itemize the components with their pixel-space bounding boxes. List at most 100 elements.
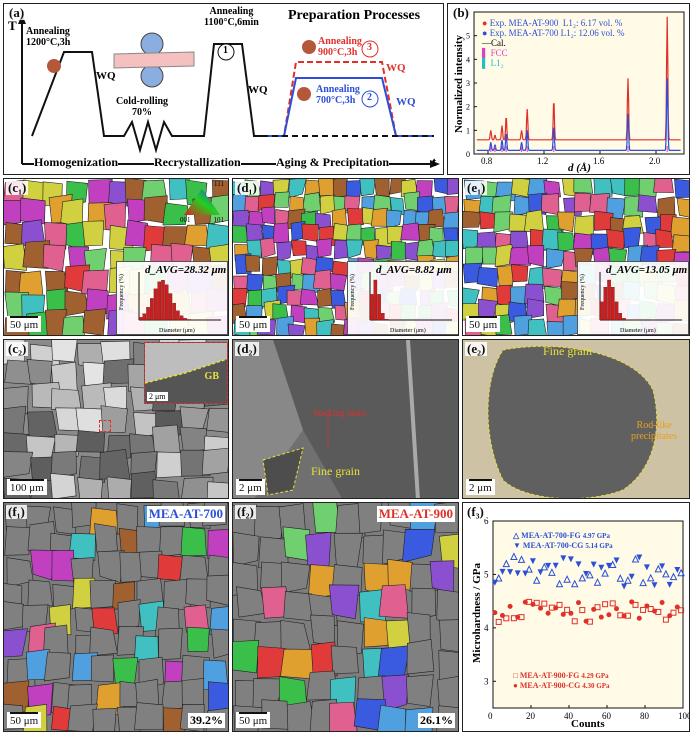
point-900-fg <box>586 618 593 625</box>
y-tick: 5 <box>466 32 470 41</box>
point-700-fg <box>601 568 609 577</box>
sheet-icon <box>113 51 195 69</box>
panel-label: (a) <box>7 5 27 20</box>
legend-900-fg: □ MEA-AT-900-FG 4.29 GPa <box>513 671 609 680</box>
ylabel: Normalized intensity <box>453 34 466 134</box>
ylabel: Microhardness / GPa <box>471 562 484 664</box>
point-700-fg <box>593 578 602 586</box>
point-900-cg <box>560 611 566 617</box>
gb-label: GB <box>204 371 219 382</box>
point-700-cg <box>643 564 650 571</box>
point-900-fg <box>594 604 601 611</box>
ipf-top: 111 <box>214 180 224 188</box>
legend: ● Exp. MEA-AT-900 L1₂: 6.17 vol. % ● Exp… <box>482 18 625 68</box>
point-700-fg <box>669 572 678 581</box>
point-900-cg <box>545 610 551 616</box>
point-900-fg <box>602 601 609 608</box>
y-tick: 4 <box>466 55 470 64</box>
y-tick: 4 <box>484 623 489 633</box>
point-700-cg <box>621 583 628 590</box>
panel-f2-ebsd: (f₂) MEA-AT-900 50 μm 26.1% <box>232 502 459 732</box>
point-700-cg <box>659 563 666 570</box>
step-wq3: WQ <box>386 62 406 74</box>
point-700-fg <box>624 576 632 584</box>
point-900-cg <box>538 605 543 611</box>
xrd-chart: 01234560.81.21.62.0 <box>466 8 685 166</box>
y-tick: 6 <box>484 516 489 526</box>
sem-image <box>463 340 689 498</box>
sample-label: MEA-AT-700 <box>146 506 225 522</box>
x-tick: 60 <box>602 711 612 721</box>
xlabel: Counts <box>571 718 605 730</box>
point-700-fg <box>578 573 587 582</box>
panel-label: (c₂) <box>6 341 29 356</box>
point-900-cg <box>659 599 665 605</box>
panel-d1-ebsd: (d₁) Frequency (%) Diameter (μm) d_AVG=8.… <box>232 178 459 336</box>
legend-bottom: □ MEA-AT-900-FG 4.29 GPa ● MEA-AT-900-CG… <box>513 671 610 691</box>
point-700-cg <box>514 570 521 577</box>
point-700-cg <box>613 557 620 564</box>
point-700-fg <box>510 552 518 561</box>
point-900-fg <box>609 600 616 607</box>
zoom-inset: GB 2 μm <box>144 342 228 404</box>
svg-text:Frequency (%): Frequency (%) <box>349 274 356 310</box>
stage-homogenization: Homogenization <box>34 155 118 170</box>
y-tick: 3 <box>484 676 489 686</box>
roller-bottom-icon <box>140 64 164 88</box>
point-700-fg <box>517 555 526 563</box>
x-tick: 0.8 <box>481 156 493 166</box>
scale-bar: 2 μm <box>236 479 265 495</box>
point-900-fg <box>655 608 662 615</box>
point-700-cg <box>666 581 673 588</box>
scale-bar: 100 μm <box>7 479 47 495</box>
point-900-fg <box>662 616 669 623</box>
legend-item-cal: —Cal. <box>482 38 506 48</box>
point-700-cg <box>529 558 536 565</box>
step-wq2: WQ <box>248 84 268 96</box>
panel-label: (d₁) <box>235 180 259 195</box>
point-900-fg <box>518 614 525 621</box>
point-700-cg <box>636 554 643 561</box>
point-700-fg <box>677 568 685 577</box>
legend-item-fcc: ▌ FCC <box>482 48 508 58</box>
step-2-number: 2 <box>367 92 372 103</box>
legend-top: △ MEA-AT-700-FG 4.97 GPa ▼ MEA-AT-700-CG… <box>513 531 613 551</box>
point-700-cg <box>507 569 514 576</box>
legend-900-cg: ● MEA-AT-900-CG 4.30 GPa <box>513 681 610 690</box>
point-700-cg <box>674 566 681 573</box>
point-900-fg <box>678 607 685 614</box>
stacking-faults-label: Stacking faults <box>313 408 367 418</box>
point-900-fg <box>503 615 510 622</box>
panel-a-preparation-processes: (a) T t Preparation Processes Annealing … <box>3 3 444 175</box>
panel-label: (b) <box>451 5 471 20</box>
davg-label: d_AVG=8.82 μm <box>376 264 452 276</box>
axis-x-label: t <box>432 154 437 169</box>
ipf-right: 101 <box>213 216 225 224</box>
scale-bar: 50 μm <box>7 316 42 332</box>
x-tick: 1.2 <box>537 156 548 166</box>
panel-label: (f₁) <box>6 504 27 519</box>
fine-grain-label: Fine grain <box>311 464 360 478</box>
sample-label: MEA-AT-900 <box>376 506 455 522</box>
fine-grain-label: Fine grain <box>543 344 592 358</box>
point-900-cg <box>568 610 574 616</box>
panel-label: (f₃) <box>465 504 486 519</box>
point-700-fg <box>548 568 556 576</box>
point-700-cg <box>605 562 612 569</box>
point-700-cg <box>552 562 559 569</box>
inset-scale: 2 μm <box>147 392 168 401</box>
panel-e2-sem: (e₂) Fine grain Rod-like precipitates 2 … <box>462 339 690 499</box>
point-900-cg <box>576 600 581 606</box>
svg-text:Frequency (%): Frequency (%) <box>579 274 586 310</box>
panel-c1-ebsd: (c₁) 111 001 101 Frequency (%) Diameter (… <box>3 178 229 336</box>
flame-icon <box>47 59 61 73</box>
step-1-number: 1 <box>223 45 228 56</box>
y-tick: 5 <box>484 569 489 579</box>
flame-icon <box>297 87 311 101</box>
panel-c2-sem: (c₂) GB 2 μm 100 μm <box>3 339 229 499</box>
point-700-cg <box>628 573 635 580</box>
scale-bar: 50 μm <box>236 712 271 728</box>
x-tick: 1.6 <box>593 156 605 166</box>
y-tick: 2 <box>466 103 470 112</box>
